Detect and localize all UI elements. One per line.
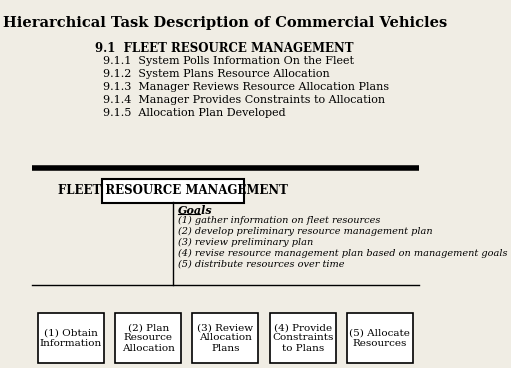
Text: 9.1.3  Manager Reviews Resource Allocation Plans: 9.1.3 Manager Reviews Resource Allocatio…: [103, 82, 389, 92]
Text: 9.1.4  Manager Provides Constraints to Allocation: 9.1.4 Manager Provides Constraints to Al…: [103, 95, 385, 105]
FancyBboxPatch shape: [38, 313, 104, 363]
Text: (4) revise resource management plan based on management goals: (4) revise resource management plan base…: [178, 249, 507, 258]
FancyBboxPatch shape: [115, 313, 181, 363]
Text: (1) Obtain
Information: (1) Obtain Information: [40, 328, 102, 348]
Text: Hierarchical Task Description of Commercial Vehicles: Hierarchical Task Description of Commerc…: [3, 16, 447, 30]
FancyBboxPatch shape: [347, 313, 413, 363]
Text: (5) distribute resources over time: (5) distribute resources over time: [178, 260, 344, 269]
Text: (1) gather information on fleet resources: (1) gather information on fleet resource…: [178, 216, 380, 225]
Text: (4) Provide
Constraints
to Plans: (4) Provide Constraints to Plans: [272, 323, 333, 353]
Text: 9.1.1  System Polls Information On the Fleet: 9.1.1 System Polls Information On the Fl…: [103, 56, 354, 66]
Text: (5) Allocate
Resources: (5) Allocate Resources: [350, 328, 410, 348]
Text: 9.1.2  System Plans Resource Allocation: 9.1.2 System Plans Resource Allocation: [103, 69, 330, 79]
FancyBboxPatch shape: [102, 179, 244, 203]
Text: (3) review preliminary plan: (3) review preliminary plan: [178, 238, 313, 247]
FancyBboxPatch shape: [193, 313, 259, 363]
Text: (2) develop preliminary resource management plan: (2) develop preliminary resource managem…: [178, 227, 432, 236]
Text: (3) Review
Allocation
Plans: (3) Review Allocation Plans: [197, 323, 253, 353]
Text: FLEET RESOURCE MANAGEMENT: FLEET RESOURCE MANAGEMENT: [58, 184, 288, 198]
Text: 9.1.5  Allocation Plan Developed: 9.1.5 Allocation Plan Developed: [103, 108, 286, 118]
Text: Goals: Goals: [178, 205, 213, 216]
Text: 9.1  FLEET RESOURCE MANAGEMENT: 9.1 FLEET RESOURCE MANAGEMENT: [95, 42, 354, 55]
FancyBboxPatch shape: [270, 313, 336, 363]
Text: (2) Plan
Resource
Allocation: (2) Plan Resource Allocation: [122, 323, 175, 353]
